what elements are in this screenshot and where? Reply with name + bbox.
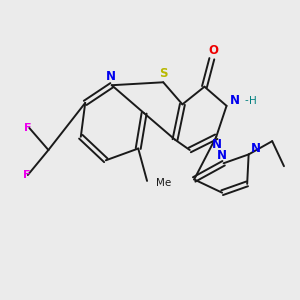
Text: F: F [22, 170, 30, 180]
Text: N: N [212, 139, 222, 152]
Text: N: N [217, 148, 227, 161]
Text: N: N [230, 94, 240, 107]
Text: O: O [208, 44, 218, 57]
Text: N: N [251, 142, 261, 155]
Text: F: F [24, 123, 32, 133]
Text: H: H [249, 95, 257, 106]
Text: Me: Me [156, 178, 171, 188]
Text: N: N [106, 70, 116, 83]
Text: S: S [160, 67, 168, 80]
Text: -: - [245, 95, 248, 106]
